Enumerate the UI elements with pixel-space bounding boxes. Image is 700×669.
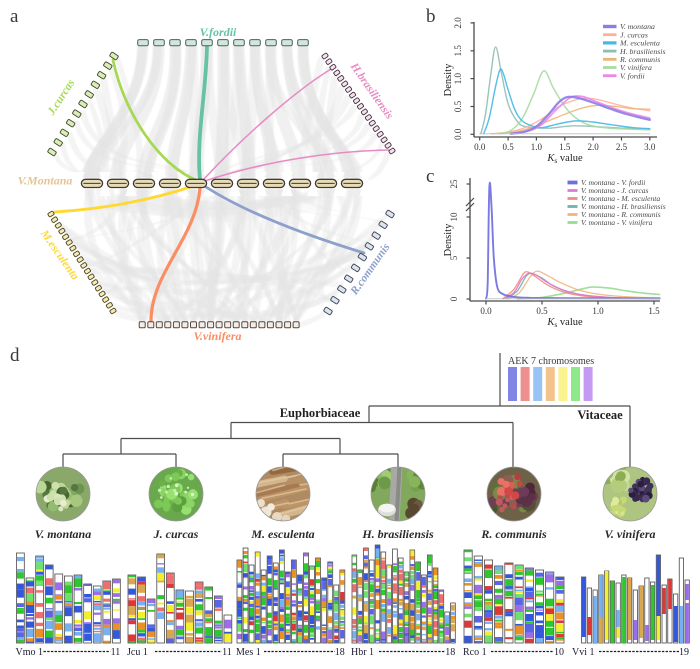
svg-text:V. montana - R. communis: V. montana - R. communis [581,210,661,219]
svg-text:10: 10 [449,212,459,222]
svg-text:Hbr 1: Hbr 1 [351,647,374,658]
svg-text:18: 18 [335,647,345,658]
svg-text:V. montana - M. esculenta: V. montana - M. esculenta [581,194,660,203]
svg-text:11: 11 [111,647,121,658]
svg-text:0.0: 0.0 [453,128,463,140]
svg-text:V. montana - J. curcas: V. montana - J. curcas [581,186,649,195]
svg-text:11: 11 [222,647,232,658]
svg-text:0.5: 0.5 [453,100,463,112]
svg-text:Ks value: Ks value [546,317,583,329]
svg-text:2.0: 2.0 [453,17,463,29]
svg-text:b: b [426,6,436,27]
svg-text:V. montana - V. fordii: V. montana - V. fordii [581,178,645,187]
svg-text:d: d [10,345,20,366]
svg-text:c: c [426,166,434,187]
svg-text:AEK 7 chromosomes: AEK 7 chromosomes [508,356,594,367]
svg-text:Jcu 1: Jcu 1 [127,647,148,658]
svg-text:M. esculenta: M. esculenta [250,527,314,541]
svg-text:3.0: 3.0 [644,142,656,152]
svg-text:25: 25 [449,179,459,189]
svg-text:1.5: 1.5 [559,142,571,152]
svg-text:V. vinifera: V. vinifera [620,63,652,72]
svg-text:0.0: 0.0 [474,142,486,152]
svg-text:Euphorbiaceae: Euphorbiaceae [280,406,361,420]
svg-text:1.0: 1.0 [453,72,463,84]
svg-text:a: a [10,6,19,27]
svg-text:J. curcas: J. curcas [620,30,648,39]
svg-text:1.0: 1.0 [592,306,604,316]
svg-text:2.0: 2.0 [587,142,599,152]
svg-text:V. montana: V. montana [620,22,655,31]
svg-text:18: 18 [445,647,455,658]
svg-text:1.5: 1.5 [648,306,660,316]
svg-text:Mes 1: Mes 1 [236,647,261,658]
svg-text:Rco 1: Rco 1 [463,647,487,658]
svg-text:1.0: 1.0 [531,142,543,152]
svg-text:J. curcas: J. curcas [153,527,199,541]
svg-text:V. fordii: V. fordii [620,71,645,80]
svg-text:1.5: 1.5 [453,45,463,57]
svg-text:0: 0 [449,296,459,301]
svg-text:0.5: 0.5 [536,306,548,316]
svg-text:V.Montana: V.Montana [18,174,73,188]
svg-text:Ks value: Ks value [546,153,583,165]
svg-text:Vitaceae: Vitaceae [577,408,623,422]
svg-text:19: 19 [679,647,689,658]
svg-text:0.0: 0.0 [480,306,492,316]
svg-text:V. vinifera: V. vinifera [604,527,655,541]
svg-text:R. communis: R. communis [619,55,660,64]
svg-text:R. communis: R. communis [480,527,547,541]
svg-text:H. brasiliensis: H. brasiliensis [361,527,434,541]
svg-text:Vmo 1: Vmo 1 [16,647,44,658]
svg-text:V.vinifera: V.vinifera [193,329,241,343]
svg-text:M. esculenta: M. esculenta [619,39,660,48]
svg-text:0.5: 0.5 [502,142,514,152]
svg-text:Density: Density [443,223,454,256]
svg-text:V. montana - V. vinifera: V. montana - V. vinifera [581,218,653,227]
svg-text:H. brasiliensis: H. brasiliensis [619,47,666,56]
svg-text:V.fordii: V.fordii [200,25,237,39]
svg-text:Vvi 1: Vvi 1 [572,647,595,658]
svg-text:Density: Density [443,63,454,96]
svg-text:10: 10 [554,647,564,658]
svg-text:2.5: 2.5 [616,142,628,152]
svg-text:5: 5 [449,255,459,260]
svg-text:V. montana: V. montana [35,527,91,541]
svg-text:V. montana - H. brasiliensis: V. montana - H. brasiliensis [581,202,666,211]
